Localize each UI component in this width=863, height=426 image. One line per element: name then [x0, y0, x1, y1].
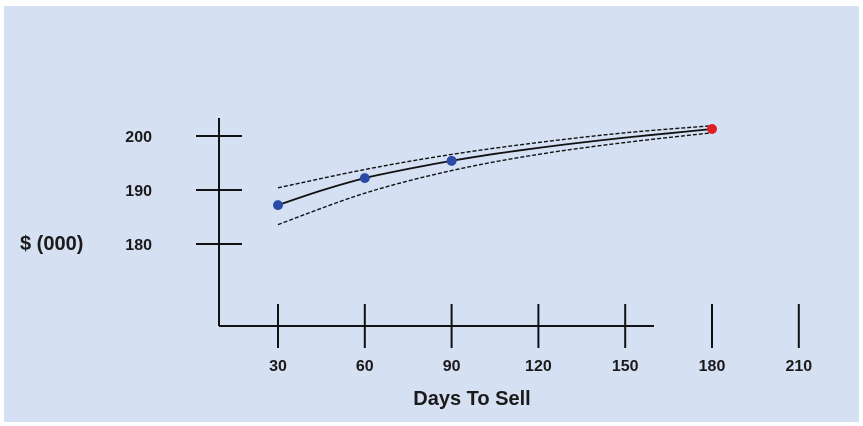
x-axis-title: Days To Sell [413, 388, 530, 410]
y-tick-label: 190 [125, 183, 152, 200]
x-tick-label: 90 [443, 358, 461, 375]
trend-line [277, 128, 713, 206]
data-point [446, 155, 457, 166]
x-tick-label: 210 [785, 358, 812, 375]
points [273, 123, 717, 211]
y-axis-title: $ (000) [20, 233, 83, 255]
labels: 30 60 90 120 150 180 210 180 190 200 Days To Sell $… [20, 129, 812, 410]
y-tick-label: 180 [125, 237, 152, 254]
data-point [273, 200, 283, 211]
x-tick-label: 60 [356, 358, 374, 375]
x-tick-label: 150 [612, 358, 639, 375]
data-point [359, 173, 370, 184]
x-tick-label: 30 [269, 358, 287, 375]
forecast-point [707, 123, 717, 134]
y-tick-label: 200 [125, 129, 152, 146]
curves [277, 125, 713, 226]
x-tick-label: 120 [525, 358, 552, 375]
days-to-sell-chart: 30 60 90 120 150 180 210 180 190 200 Days To Sell $… [20, 118, 812, 410]
chart-panel: 30 60 90 120 150 180 210 180 190 200 Days To Sell $… [4, 6, 859, 422]
lower-band [277, 132, 713, 226]
axes [196, 118, 800, 348]
upper-band [277, 125, 713, 189]
x-tick-label: 180 [699, 358, 726, 375]
